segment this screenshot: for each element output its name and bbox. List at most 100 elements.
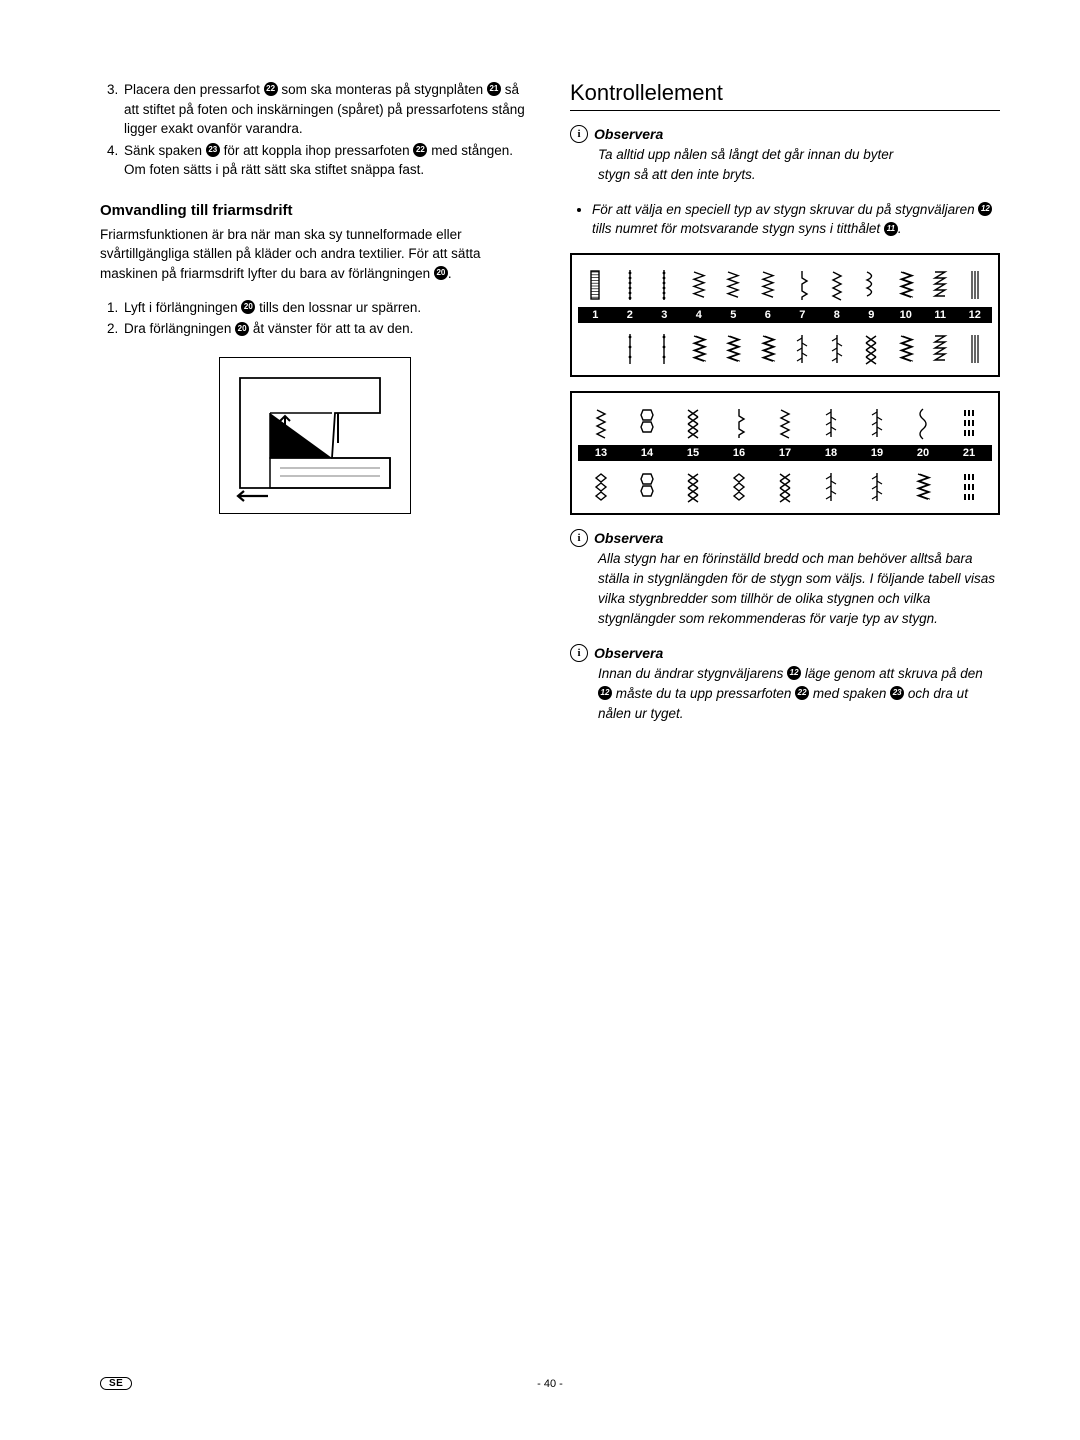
ref-12b: 12: [787, 666, 801, 680]
stitch-icon: [613, 265, 648, 305]
stitch-number: 19: [854, 447, 900, 459]
stitch-icon: [716, 403, 762, 443]
stitch-icon: [958, 329, 993, 369]
left-steps-continued: Placera den pressarfot 22 som ska monter…: [100, 80, 530, 180]
ref-20b: 20: [241, 300, 255, 314]
ref-23: 23: [206, 143, 220, 157]
freearm-steps: Lyft i förlängningen 20 tills den lossna…: [100, 298, 530, 339]
ref-22b: 22: [413, 143, 427, 157]
observera-1-text: Ta alltid upp nålen så långt det går inn…: [598, 145, 918, 186]
stitch-icon: [854, 329, 889, 369]
stitch-number: 10: [889, 309, 924, 321]
number-band-1: 123456789101112: [578, 307, 992, 323]
stitch-icon: [820, 329, 855, 369]
observera-3-head: i Observera: [570, 644, 1000, 662]
stitch-icon: [578, 329, 613, 369]
page-number: - 40 -: [537, 1378, 563, 1390]
stitch-number: 7: [785, 309, 820, 321]
info-icon: i: [570, 125, 588, 143]
stitch-number: 18: [808, 447, 854, 459]
stitch-icon: [854, 403, 900, 443]
stitch-icon: [578, 467, 624, 507]
stitch-panel-1: 123456789101112: [570, 253, 1000, 377]
observera-2-text: Alla stygn har en förinställd bredd och …: [598, 549, 1000, 630]
ref-12c: 12: [598, 686, 612, 700]
stitch-number: 20: [900, 447, 946, 459]
stitch-icon: [958, 265, 993, 305]
stitch-icon: [785, 329, 820, 369]
info-icon: i: [570, 644, 588, 662]
stitch-number: 5: [716, 309, 751, 321]
stitch-panel-2: 131415161718192021: [570, 391, 1000, 515]
stitch-number: 9: [854, 309, 889, 321]
stitch-icon: [613, 329, 648, 369]
stitch-icon: [900, 403, 946, 443]
stitch-icon: [923, 265, 958, 305]
stitch-number: 11: [923, 309, 958, 321]
stitch-number: 17: [762, 447, 808, 459]
bullet-1: För att välja en speciell typ av stygn s…: [592, 200, 1000, 239]
ref-22c: 22: [795, 686, 809, 700]
stitch-icon: [578, 265, 613, 305]
stitch-icon: [647, 265, 682, 305]
stitch-icon: [751, 265, 786, 305]
stitch-icon: [716, 265, 751, 305]
step-3: Placera den pressarfot 22 som ska monter…: [122, 80, 530, 139]
stitch-icon: [751, 329, 786, 369]
stitch-number: 14: [624, 447, 670, 459]
stitch-number: 16: [716, 447, 762, 459]
observera-2-head: i Observera: [570, 529, 1000, 547]
stitch-icon: [647, 329, 682, 369]
stitch-icon: [808, 467, 854, 507]
stitch-icon: [946, 403, 992, 443]
stitch-icon: [716, 329, 751, 369]
stitch-icon: [854, 265, 889, 305]
stitch-number: 12: [958, 309, 993, 321]
section-freearm-title: Omvandling till friarmsdrift: [100, 202, 530, 219]
stitch-number: 21: [946, 447, 992, 459]
stitch-icon: [762, 467, 808, 507]
stitch-icon: [820, 265, 855, 305]
observera-3-text: Innan du ändrar stygnväljarens 12 läge g…: [598, 664, 1000, 725]
ref-23b: 23: [890, 686, 904, 700]
stitch-icon: [854, 467, 900, 507]
ref-20: 20: [434, 266, 448, 280]
stitch-icon: [900, 467, 946, 507]
freearm-step-2: Dra förlängningen 20 åt vänster för att …: [122, 319, 530, 339]
step-4: Sänk spaken 23 för att koppla ihop press…: [122, 141, 530, 180]
page-footer: SE - 40 -: [100, 1377, 1000, 1390]
stitch-number: 3: [647, 309, 682, 321]
stitch-icon: [808, 403, 854, 443]
freearm-intro: Friarmsfunktionen är bra när man ska sy …: [100, 225, 530, 284]
stitch-icon: [670, 403, 716, 443]
stitch-icon: [889, 329, 924, 369]
ref-11: 11: [884, 222, 898, 236]
stitch-number: 1: [578, 309, 613, 321]
stitch-icon: [670, 467, 716, 507]
freearm-step-1: Lyft i förlängningen 20 tills den lossna…: [122, 298, 530, 318]
stitch-icon: [716, 467, 762, 507]
stitch-icon: [578, 403, 624, 443]
stitch-icon: [682, 329, 717, 369]
stitch-icon: [923, 329, 958, 369]
stitch-number: 6: [751, 309, 786, 321]
stitch-icon: [785, 265, 820, 305]
freearm-illustration: [100, 357, 530, 514]
ref-12: 12: [978, 202, 992, 216]
number-band-2: 131415161718192021: [578, 445, 992, 461]
main-title: Kontrollelement: [570, 80, 1000, 111]
stitch-number: 13: [578, 447, 624, 459]
stitch-icon: [889, 265, 924, 305]
stitch-icon: [624, 467, 670, 507]
stitch-icon: [946, 467, 992, 507]
lang-badge: SE: [100, 1377, 132, 1390]
ref-21: 21: [487, 82, 501, 96]
stitch-number: 4: [682, 309, 717, 321]
bullet-list: För att välja en speciell typ av stygn s…: [570, 200, 1000, 239]
stitch-icon: [762, 403, 808, 443]
info-icon: i: [570, 529, 588, 547]
stitch-icon: [624, 403, 670, 443]
ref-20c: 20: [235, 322, 249, 336]
ref-22: 22: [264, 82, 278, 96]
stitch-number: 15: [670, 447, 716, 459]
